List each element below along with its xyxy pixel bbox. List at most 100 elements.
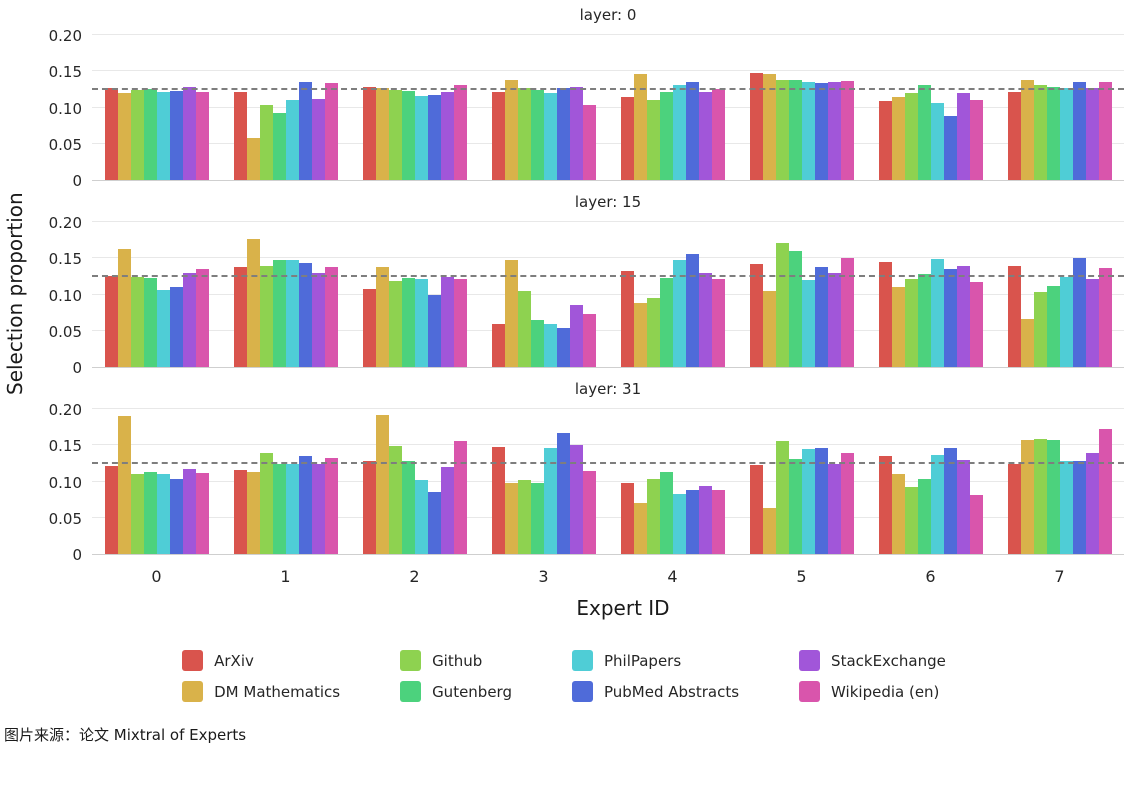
bar [969,99,983,180]
y-tick-label: 0 [72,359,82,377]
bar [1033,85,1047,180]
bar [427,492,441,554]
bar [840,258,854,367]
bar [1007,91,1021,180]
bar [685,489,699,554]
bar [246,138,260,180]
bar [840,80,854,180]
bar-groups [92,403,1124,554]
bar-group [104,216,209,367]
bar [285,259,299,367]
bar [401,90,415,180]
subplot-title: layer: 0 [579,6,637,24]
bar-group [878,29,983,180]
bar [1020,440,1034,554]
bar [156,92,170,180]
bar-group [620,216,725,367]
bar [878,456,892,554]
gridline [92,70,1124,72]
legend-swatch [400,650,422,671]
bar [182,468,196,554]
bar [827,464,841,554]
bar [246,238,260,367]
bar [711,88,725,180]
expert-slot [995,216,1124,367]
bar [556,433,570,554]
bar [659,277,673,367]
legend-swatch [571,650,593,671]
gridline [92,106,1124,108]
bar [324,83,338,180]
bar [1085,278,1099,367]
expert-slot [737,403,866,554]
bar [1059,461,1073,554]
bar [788,251,802,367]
bar [891,287,905,367]
bar [633,73,647,180]
legend-item: PhilPapers [571,650,739,671]
bar [285,100,299,180]
bar [440,467,454,554]
bar-group [233,216,338,367]
bar [259,265,273,367]
bar [517,88,531,180]
bar [659,471,673,554]
bar-group [749,29,854,180]
bar [749,263,763,367]
bar [556,88,570,180]
bar [646,479,660,554]
x-axis-title: Expert ID [576,596,670,620]
expert-slot [221,29,350,180]
bar [801,82,815,180]
bar-group [362,403,467,554]
expert-slot [995,29,1124,180]
legend-swatch [799,681,821,702]
gridline [92,257,1124,259]
bar-group [1007,216,1112,367]
subplot-title: layer: 31 [574,380,642,398]
bar [1020,80,1034,180]
legend-label: DM Mathematics [214,682,341,701]
bar [1072,460,1086,554]
bar [504,80,518,180]
bar [582,105,596,180]
bar [672,85,686,180]
plot-area [92,216,1124,368]
bar [285,464,299,554]
bar [117,249,131,367]
gridline [92,329,1124,331]
y-tick-label: 0.20 [48,214,82,233]
bar [685,81,699,180]
bar [156,473,170,554]
bar [388,89,402,180]
bar [272,259,286,367]
bar [659,92,673,180]
bar [801,280,815,367]
bar [943,448,957,554]
bar [633,303,647,367]
bar [943,268,957,367]
bar [375,415,389,554]
bar [117,93,131,180]
plot-area [92,29,1124,181]
bar [375,267,389,367]
gridline [92,221,1124,223]
gridline [92,444,1124,446]
bar [969,282,983,367]
expert-slot [866,216,995,367]
bar [143,88,157,180]
legend-swatch [182,650,204,671]
bar [427,95,441,180]
bar [543,323,557,367]
legend-item: Gutenberg [400,681,512,702]
bar [259,104,273,180]
bar [233,267,247,367]
y-axis-ticks: 0 0.05 0.10 0.15 0.20 [30,401,92,564]
bar [491,91,505,180]
gridline [92,480,1124,482]
bar [685,254,699,367]
bar [298,262,312,367]
bar [801,449,815,554]
bar-group [878,403,983,554]
bar [517,480,531,554]
